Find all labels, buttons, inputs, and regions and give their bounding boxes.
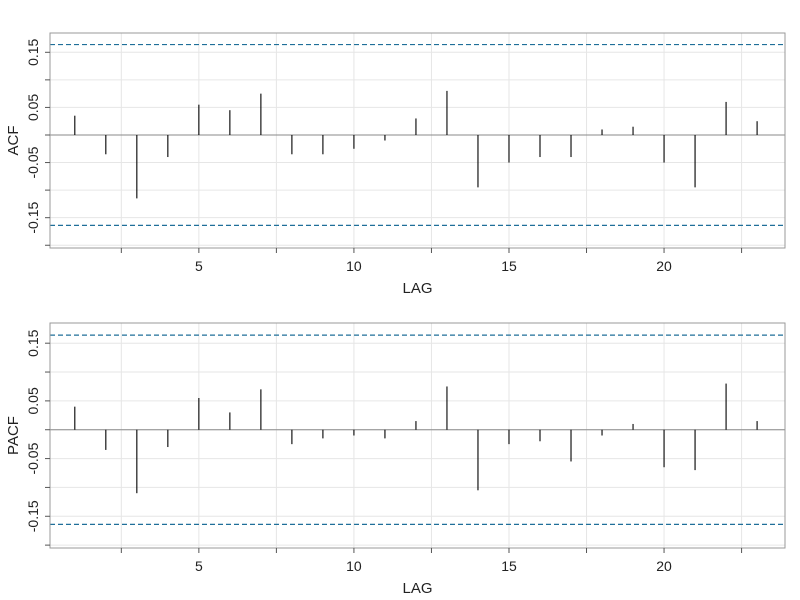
pacf-y-tick-label: 0.15 bbox=[25, 329, 41, 356]
acf-panel: 5 10 15 20 0.15 0.05 -0.05 -0.15 LAG ACF bbox=[5, 32, 786, 297]
pacf-panel: 5 10 15 20 0.15 0.05 -0.05 -0.15 LAG PACF bbox=[5, 322, 786, 597]
pacf-y-tick-label: 0.05 bbox=[25, 387, 41, 414]
pacf-y-tick-label: -0.05 bbox=[25, 442, 41, 474]
pacf-x-tick-label: 10 bbox=[346, 558, 362, 574]
acf-y-tick-label: -0.15 bbox=[25, 202, 41, 234]
pacf-x-tick-label: 20 bbox=[656, 558, 672, 574]
pacf-x-tick-label: 15 bbox=[501, 558, 517, 574]
acf-x-tick-label: 10 bbox=[346, 258, 362, 274]
acf-x-axis-label: LAG bbox=[402, 280, 432, 297]
pacf-y-axis-label: PACF bbox=[5, 416, 22, 455]
acf-x-tick-label: 20 bbox=[656, 258, 672, 274]
acf-y-axis-label: ACF bbox=[5, 126, 22, 156]
acf-frame bbox=[49, 32, 786, 249]
acf-y-tick-label: 0.15 bbox=[25, 38, 41, 65]
acf-x-tick-label: 15 bbox=[501, 258, 517, 274]
pacf-x-axis-label: LAG bbox=[402, 580, 432, 597]
acf-y-tick-label: -0.05 bbox=[25, 146, 41, 178]
pacf-frame bbox=[49, 322, 786, 549]
acf-x-tick-label: 5 bbox=[195, 258, 203, 274]
pacf-x-tick-label: 5 bbox=[195, 558, 203, 574]
pacf-y-tick-label: -0.15 bbox=[25, 500, 41, 532]
acf-y-tick-label: 0.05 bbox=[25, 94, 41, 121]
